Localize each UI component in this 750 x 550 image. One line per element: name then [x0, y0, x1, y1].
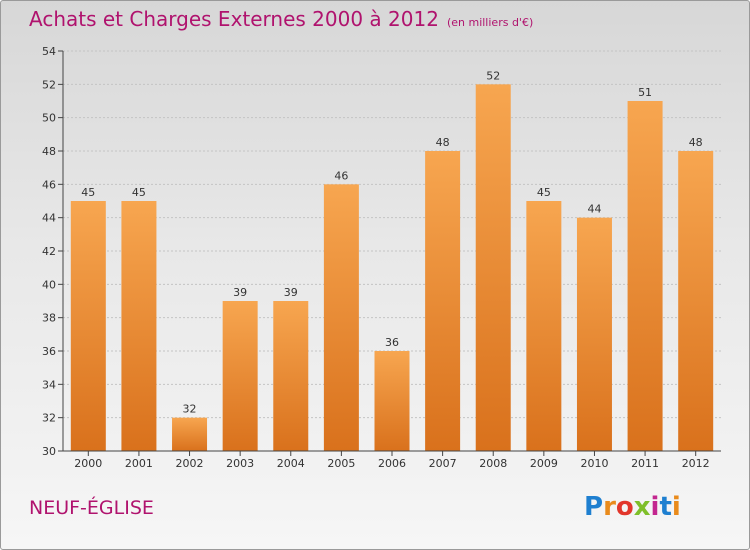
bar-value-label: 45 — [537, 186, 551, 199]
bar-value-label: 48 — [689, 136, 703, 149]
x-tick-label: 2001 — [125, 457, 153, 470]
x-tick-label: 2010 — [580, 457, 608, 470]
logo-letter: x — [633, 492, 651, 522]
logo-letter: P — [584, 492, 604, 522]
y-tick-label: 34 — [42, 378, 56, 391]
bar — [526, 201, 562, 451]
chart-title: Achats et Charges Externes 2000 à 2012 (e… — [29, 7, 533, 31]
y-tick-label: 30 — [42, 445, 56, 458]
y-tick-label: 52 — [42, 78, 56, 91]
x-tick-label: 2012 — [682, 457, 710, 470]
bar — [678, 151, 714, 451]
title-unit: (en milliers d'€) — [446, 16, 534, 29]
y-tick-label: 54 — [42, 45, 56, 58]
bar-value-label: 39 — [284, 286, 298, 299]
y-tick-label: 44 — [42, 212, 56, 225]
bar — [222, 301, 258, 451]
x-tick-label: 2004 — [277, 457, 305, 470]
commune-name: NEUF-ÉGLISE — [29, 497, 154, 519]
bar — [70, 201, 106, 451]
bar-value-label: 45 — [132, 186, 146, 199]
y-tick-label: 32 — [42, 412, 56, 425]
x-tick-label: 2000 — [74, 457, 102, 470]
bar — [121, 201, 157, 451]
bar-value-label: 39 — [233, 286, 247, 299]
bar — [323, 184, 359, 452]
logo-letter: r — [603, 492, 616, 522]
axes: 30 32 34 36 38 40 42 44 46 48 50 52 54 2000 2001 2002 20… — [42, 45, 721, 470]
y-tick-label: 48 — [42, 145, 56, 158]
x-tick-label: 2005 — [327, 457, 355, 470]
logo-letter: t — [659, 492, 672, 522]
bar-value-label: 36 — [385, 336, 399, 349]
y-tick-label: 36 — [42, 345, 56, 358]
x-tick-label: 2008 — [479, 457, 507, 470]
bar-value-label: 46 — [334, 169, 348, 182]
bar — [576, 217, 612, 451]
x-tick-label: 2007 — [429, 457, 457, 470]
y-tick-label: 50 — [42, 112, 56, 125]
y-tick-label: 42 — [42, 245, 56, 258]
bar-value-label: 48 — [436, 136, 450, 149]
x-tick-label: 2002 — [176, 457, 204, 470]
title-text: Achats et Charges Externes 2000 à 2012 — [29, 7, 439, 31]
logo-letter: i — [671, 492, 681, 522]
logo-letter: o — [615, 492, 634, 522]
x-tick-label: 2003 — [226, 457, 254, 470]
y-tick-label: 46 — [42, 178, 56, 191]
bar — [374, 351, 410, 451]
bar — [273, 301, 309, 451]
bar — [627, 101, 663, 451]
x-tick-label: 2009 — [530, 457, 558, 470]
bar-value-label: 52 — [486, 69, 500, 82]
proxiti-logo: Proxiti — [584, 492, 681, 522]
logo-letter: i — [650, 492, 660, 522]
bars: 45 45 32 39 39 46 36 48 52 45 44 51 48 — [70, 69, 714, 452]
y-tick-label: 38 — [42, 312, 56, 325]
x-tick-label: 2011 — [631, 457, 659, 470]
bar — [425, 151, 461, 451]
bar-value-label: 45 — [81, 186, 95, 199]
x-tick-label: 2006 — [378, 457, 406, 470]
bar-value-label: 51 — [638, 86, 652, 99]
bar-value-label: 44 — [587, 203, 601, 216]
bar — [172, 417, 208, 451]
bar-value-label: 32 — [183, 403, 197, 416]
bar — [475, 84, 511, 451]
y-tick-label: 40 — [42, 278, 56, 291]
